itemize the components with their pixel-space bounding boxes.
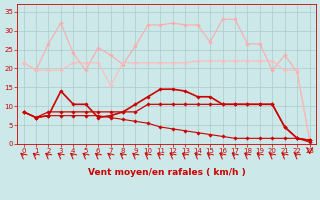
- X-axis label: Vent moyen/en rafales ( km/h ): Vent moyen/en rafales ( km/h ): [88, 168, 245, 177]
